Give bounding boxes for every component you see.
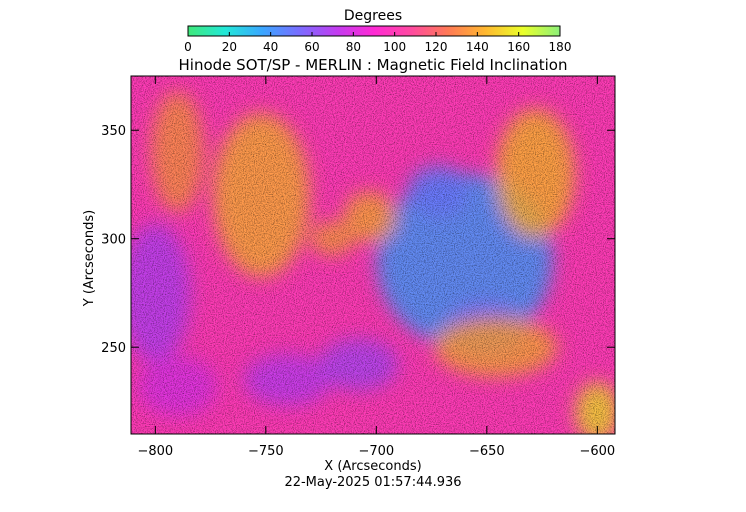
x-tick-label: −600 — [579, 444, 615, 459]
y-tick-label: 300 — [101, 233, 126, 248]
x-tick-label: −650 — [469, 444, 505, 459]
heatmap-noise — [131, 76, 615, 434]
x-tick-label: −700 — [358, 444, 394, 459]
colorbar-tick-label: 80 — [346, 40, 361, 54]
colorbar-tick-label: 60 — [304, 40, 319, 54]
timestamp: 22-May-2025 01:57:44.936 — [284, 475, 461, 490]
colorbar-tick-label: 40 — [263, 40, 278, 54]
colorbar-tick-label: 0 — [184, 40, 192, 54]
plot-frame — [130, 75, 616, 435]
colorbar-tick-label: 20 — [222, 40, 237, 54]
x-axis-ticks: −800 −750 −700 −650 −600 — [137, 76, 615, 459]
colorbar-tick-label: 100 — [383, 40, 406, 54]
y-axis-ticks: 250 300 350 — [101, 124, 615, 356]
colorbar — [187, 25, 561, 37]
chart-title: Hinode SOT/SP - MERLIN : Magnetic Field … — [179, 56, 568, 74]
x-tick-label: −800 — [137, 444, 173, 459]
x-tick-label: −750 — [248, 444, 284, 459]
colorbar-tick-label: 180 — [549, 40, 572, 54]
colorbar-tick-label: 140 — [466, 40, 489, 54]
x-axis-label: X (Arcseconds) — [324, 459, 421, 474]
y-tick-label: 350 — [101, 124, 126, 139]
heatmap-area — [131, 76, 615, 434]
colorbar-ticks: 0 20 40 60 80 100 120 140 160 180 — [184, 32, 571, 54]
colorbar-label: Degrees — [344, 8, 402, 24]
y-axis-label: Y (Arcseconds) — [82, 210, 97, 307]
colorbar-tick-label: 160 — [507, 40, 530, 54]
colorbar-tick-label: 120 — [425, 40, 448, 54]
y-tick-label: 250 — [101, 341, 126, 356]
